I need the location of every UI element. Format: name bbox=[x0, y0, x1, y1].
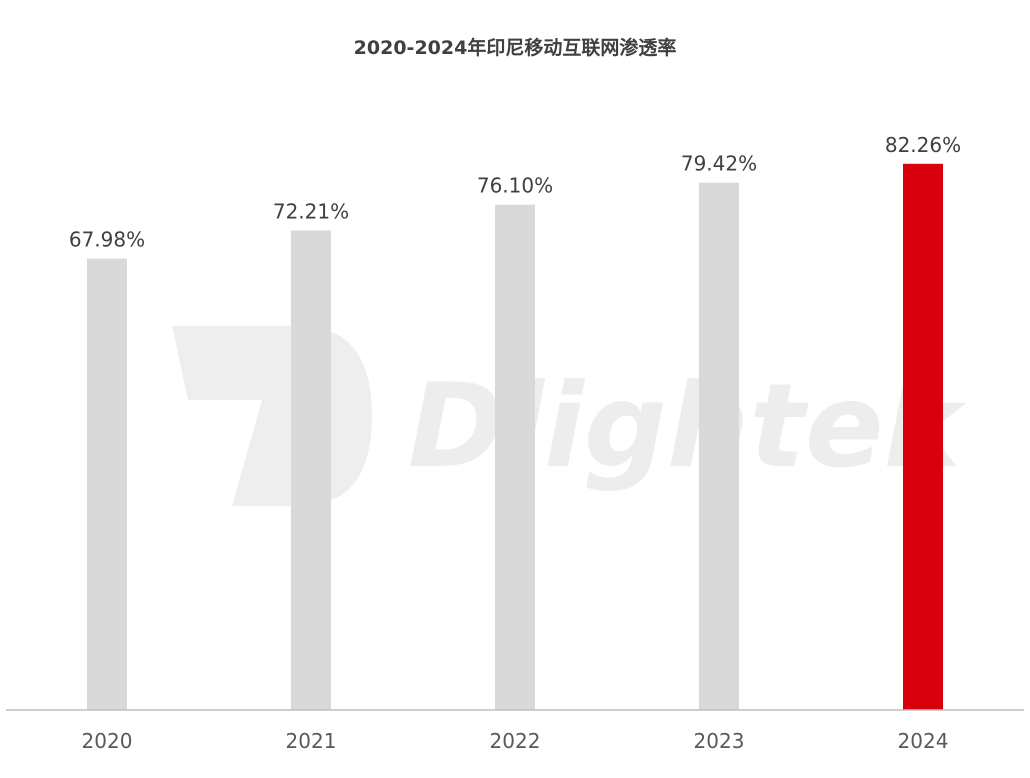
bar-2023 bbox=[699, 182, 739, 711]
bar-2024 bbox=[903, 163, 943, 711]
x-tick-label-2022: 2022 bbox=[490, 729, 541, 753]
x-tick-labels-group: 2020 2021 2022 2023 2024 bbox=[82, 729, 949, 753]
x-tick-label-2024: 2024 bbox=[898, 729, 949, 753]
bar-2021 bbox=[291, 230, 331, 710]
bar-2022 bbox=[495, 204, 535, 711]
x-tick-label-2021: 2021 bbox=[286, 729, 337, 753]
value-label-2023: 79.42% bbox=[681, 152, 757, 176]
value-labels-group: 67.98% 72.21% 76.10% 79.42% 82.26% bbox=[69, 133, 961, 252]
x-tick-label-2020: 2020 bbox=[82, 729, 133, 753]
d-logo-icon bbox=[172, 326, 372, 506]
value-label-2024: 82.26% bbox=[885, 133, 961, 157]
x-tick-label-2023: 2023 bbox=[694, 729, 745, 753]
value-label-2020: 67.98% bbox=[69, 228, 145, 252]
watermark-text: Dlightek bbox=[408, 359, 968, 494]
value-label-2021: 72.21% bbox=[273, 200, 349, 224]
bar-2020 bbox=[87, 258, 127, 710]
value-label-2022: 76.10% bbox=[477, 174, 553, 198]
bars-group bbox=[87, 163, 943, 711]
chart-title: 2020-2024年印尼移动互联网渗透率 bbox=[354, 36, 677, 59]
